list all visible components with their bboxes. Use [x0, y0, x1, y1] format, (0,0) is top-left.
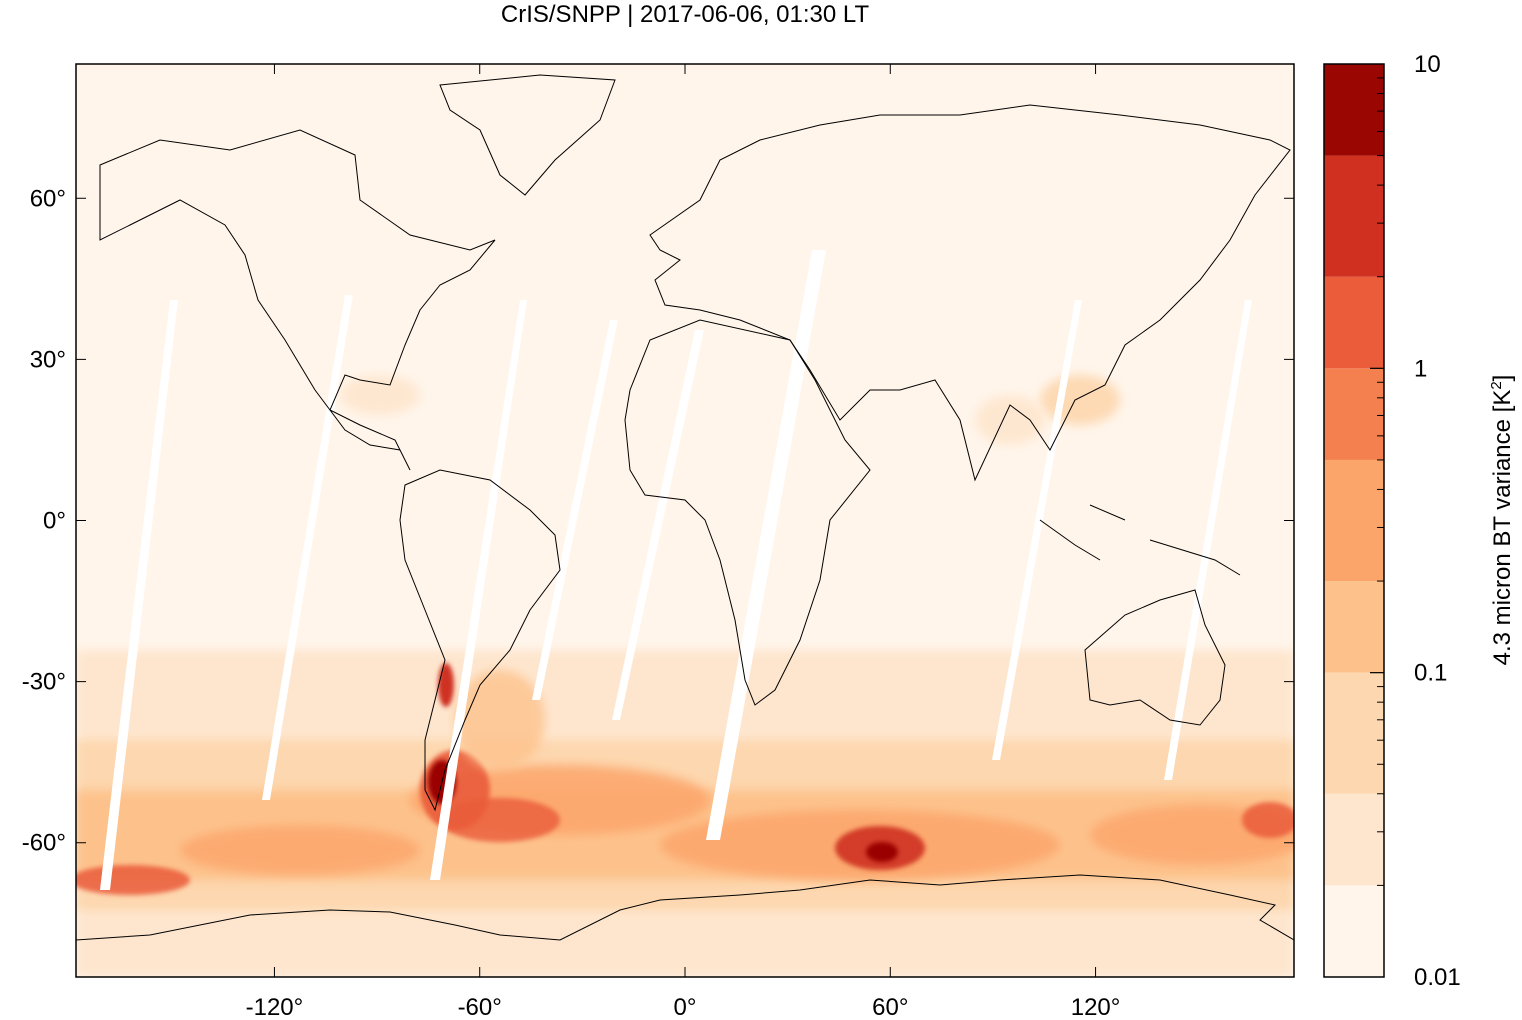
coastline-south-america: [399, 469, 561, 812]
colorbar-label-end: ]: [1489, 375, 1516, 382]
colorbar-level: [1324, 64, 1384, 156]
y-tick-label: -60°: [22, 830, 66, 857]
heat-patch-india: [975, 395, 1045, 445]
orbit-gap: [100, 300, 178, 890]
coastline-antarctica: [76, 874, 1294, 941]
colorbar-level: [1324, 155, 1384, 277]
heat-patch-pacific-se: [180, 825, 420, 875]
colorbar-tick-label: 1: [1414, 355, 1427, 382]
orbit-gap: [992, 300, 1082, 760]
orbit-gap: [532, 320, 618, 700]
y-tick-label: 0°: [43, 508, 66, 535]
colorbar-frame: [1323, 63, 1385, 978]
x-tick-label: 60°: [872, 994, 908, 1020]
x-tick-label: 120°: [1071, 994, 1121, 1020]
orbit-gap: [262, 295, 353, 800]
chart-title: CrIS/SNPP | 2017-06-06, 01:30 LT: [501, 1, 870, 28]
coastline-eurasia: [649, 104, 1291, 482]
y-axis: 60° 30° 0° -30° -60°: [22, 185, 1294, 857]
colorbar-level: [1324, 885, 1384, 977]
coastline-indonesia: [1039, 504, 1241, 576]
coastline-africa: [624, 319, 871, 706]
colorbar-level: [1324, 459, 1384, 582]
coastline-greenland: [439, 74, 616, 196]
y-tick-label: 60°: [30, 185, 66, 212]
heat-patch-pacific-sw: [76, 865, 190, 895]
colorbar-label-exp: 2: [1488, 381, 1505, 389]
colorbar-level: [1324, 581, 1384, 673]
colorbar-level: [1324, 368, 1384, 460]
orbit-gap: [1164, 300, 1252, 780]
heat-patch-argentina: [455, 670, 545, 770]
heat-patch-indian-peak: [866, 842, 898, 862]
coastlines: [76, 74, 1294, 941]
y-tick-label: 30°: [30, 346, 66, 373]
colorbar-label: 4.3 micron BT variance [K2]: [1488, 375, 1516, 666]
heat-patch-tasman-s: [1242, 802, 1294, 838]
coastline-north-america: [99, 129, 496, 471]
x-tick-label: -60°: [458, 994, 502, 1020]
x-tick-label: -120°: [246, 994, 304, 1020]
orbit-gap: [706, 250, 826, 840]
heatmap-field: [76, 250, 1294, 977]
heat-patch-andes-central: [438, 663, 454, 707]
y-tick-label: -30°: [22, 669, 66, 696]
colorbar-label-main: 4.3 micron BT variance [K: [1489, 390, 1516, 666]
orbit-gaps: [100, 250, 1252, 890]
heat-patch-gulf: [340, 375, 420, 415]
colorbar-level: [1324, 276, 1384, 369]
x-tick-label: 0°: [674, 994, 697, 1020]
colorbar-level: [1324, 672, 1384, 794]
heat-patch-south-china-sea: [1040, 375, 1120, 425]
colorbar: 10 1 0.1 0.01: [1323, 51, 1461, 991]
orbit-gap: [612, 330, 704, 720]
colorbar-tick-label: 0.01: [1414, 964, 1461, 991]
colorbar-tick-label: 10: [1414, 51, 1441, 78]
colorbar-tick-label: 0.1: [1414, 660, 1447, 687]
colorbar-level: [1324, 793, 1384, 886]
orbit-gap: [430, 300, 527, 880]
coastline-australia: [1084, 589, 1226, 726]
x-axis: -120° -60° 0° 60° 120°: [246, 64, 1121, 1020]
